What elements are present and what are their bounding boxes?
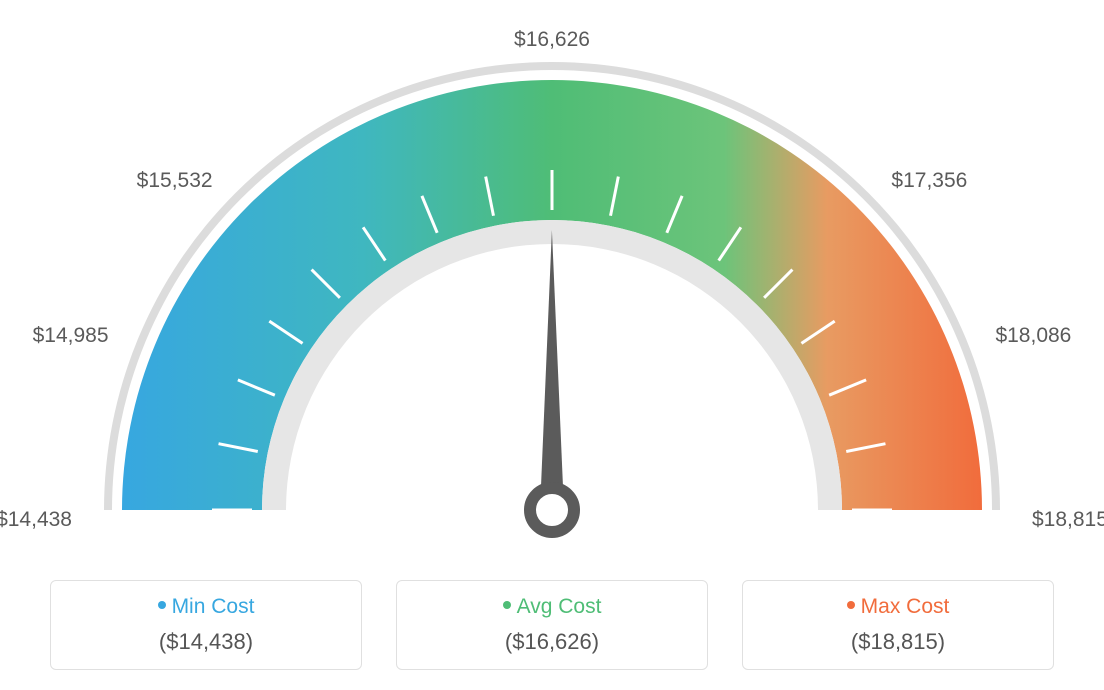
legend-avg-title: Avg Cost	[407, 595, 697, 619]
gauge-chart-container: $14,438 $14,985 $15,532 $16,626 $17,356 $18,0…	[0, 0, 1104, 690]
bullet-max-icon	[847, 601, 855, 609]
legend-avg-value: ($16,626)	[407, 629, 697, 655]
bullet-min-icon	[158, 601, 166, 609]
legend-min-label: Min Cost	[172, 595, 255, 618]
legend-max-title: Max Cost	[753, 595, 1043, 619]
tick-label: $18,086	[995, 324, 1071, 348]
tick-label: $16,626	[512, 28, 592, 52]
tick-label: $14,438	[0, 508, 72, 532]
legend-card-avg: Avg Cost ($16,626)	[396, 580, 708, 670]
legend-max-label: Max Cost	[861, 595, 950, 618]
legend-max-value: ($18,815)	[753, 629, 1043, 655]
legend-min-title: Min Cost	[61, 595, 351, 619]
legend-card-max: Max Cost ($18,815)	[742, 580, 1054, 670]
tick-label: $14,985	[29, 324, 109, 348]
legend-avg-label: Avg Cost	[517, 595, 602, 618]
legend-card-min: Min Cost ($14,438)	[50, 580, 362, 670]
needle-hub	[530, 488, 574, 532]
legend-row: Min Cost ($14,438) Avg Cost ($16,626) Ma…	[0, 580, 1104, 670]
tick-label: $18,815	[1032, 508, 1104, 532]
bullet-avg-icon	[503, 601, 511, 609]
tick-label: $15,532	[133, 169, 213, 193]
gauge-svg	[0, 10, 1104, 570]
tick-label: $17,356	[891, 169, 967, 193]
gauge: $14,438 $14,985 $15,532 $16,626 $17,356 $18,0…	[0, 10, 1104, 550]
needle	[540, 230, 564, 510]
legend-min-value: ($14,438)	[61, 629, 351, 655]
